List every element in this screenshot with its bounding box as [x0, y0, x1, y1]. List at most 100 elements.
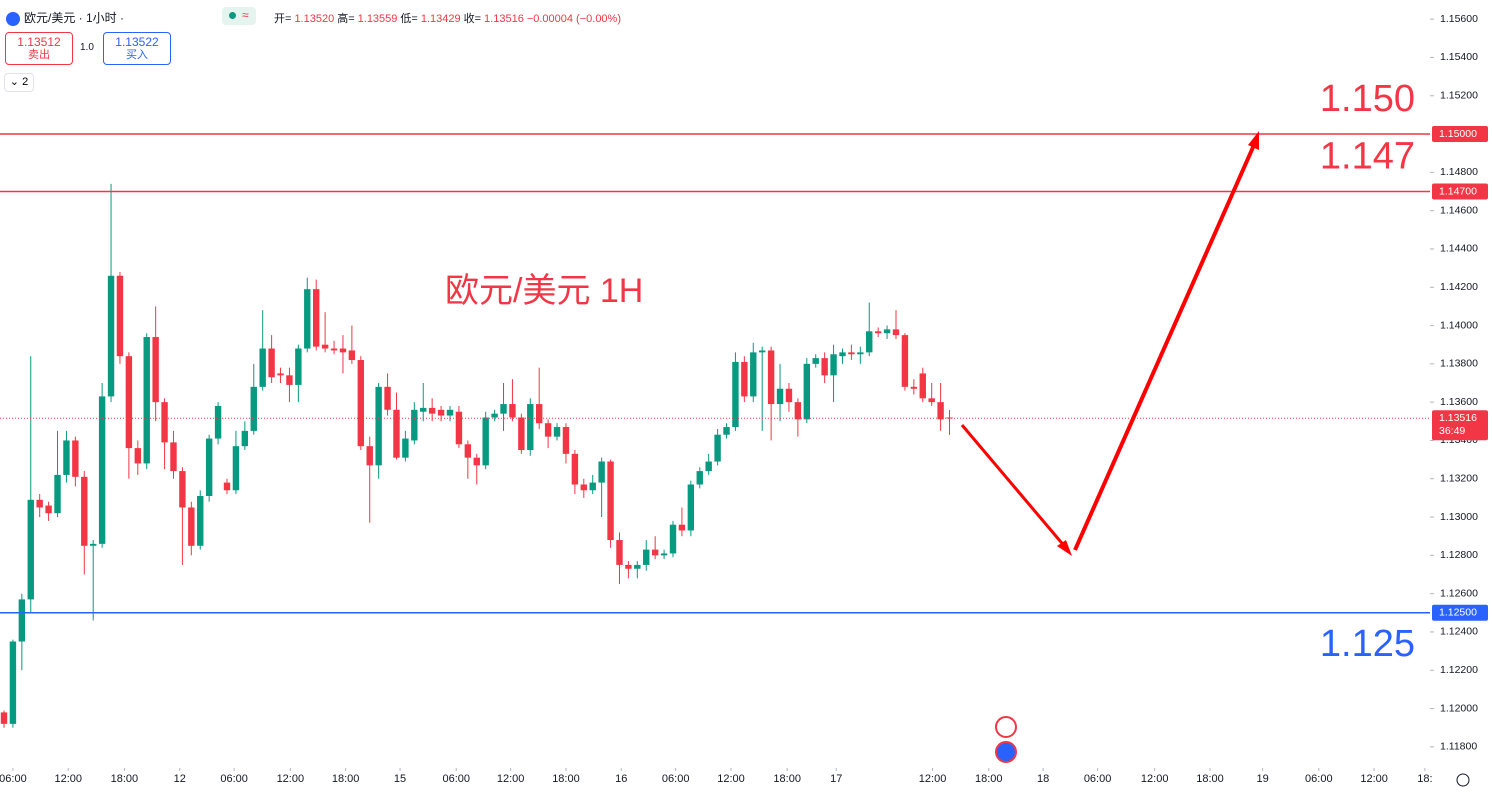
candle-body — [794, 402, 802, 420]
candle-body — [723, 427, 730, 435]
last-price-label: 1.13516 — [1439, 412, 1477, 424]
candle-body — [598, 461, 605, 483]
ohlc-label: 开= — [274, 13, 292, 25]
candle-body — [687, 484, 695, 531]
settings-icon[interactable] — [1456, 773, 1470, 787]
candle-body — [536, 404, 543, 424]
candle-body — [330, 348, 338, 351]
candle-body — [375, 386, 382, 466]
candle-body — [90, 543, 97, 546]
candle-body — [482, 417, 489, 466]
candle-body — [54, 474, 61, 514]
candle-body — [98, 396, 106, 544]
ohlc-label: 低= — [400, 13, 418, 25]
event-icon[interactable] — [995, 741, 1017, 763]
candle-body — [214, 405, 222, 439]
projection-arrow — [1073, 144, 1256, 551]
x-tick-label: 06:00 — [1084, 773, 1112, 785]
x-tick-label: 15 — [394, 773, 406, 785]
buy-button[interactable]: 1.13522 买入 — [103, 32, 171, 65]
y-tick-label: 1.13800 — [1440, 358, 1478, 370]
event-icon[interactable] — [995, 716, 1017, 738]
candle-body — [625, 564, 632, 569]
candle-body — [18, 599, 26, 642]
candle-body — [473, 457, 480, 466]
candle-body — [901, 335, 909, 387]
ohlc-value: 1.13559 — [357, 13, 398, 25]
candle-body — [9, 641, 17, 724]
candle-body — [125, 356, 133, 449]
arrow-head — [1248, 131, 1259, 150]
candle-body — [259, 348, 266, 387]
candle-body — [223, 482, 231, 491]
candle-body — [232, 446, 240, 491]
ohlc-value: 1.13429 — [420, 13, 461, 25]
candle-body — [866, 331, 873, 353]
axis-badge — [1432, 604, 1488, 621]
candle-body — [250, 386, 257, 431]
candle-body — [143, 337, 150, 464]
candle-body — [197, 495, 204, 546]
y-tick-label: 1.14200 — [1440, 281, 1478, 293]
candle-body — [776, 388, 784, 405]
candle-body — [660, 553, 668, 556]
candle-body — [669, 524, 677, 554]
symbol: 欧元/美元 · 1小时 · — [6, 9, 124, 26]
x-tick-label: 18:00 — [773, 773, 801, 785]
buy-price: 1.13522 — [115, 35, 159, 49]
candle-body — [643, 549, 650, 565]
candle-body — [152, 337, 159, 403]
candle-body — [571, 453, 579, 485]
y-tick-label: 1.12000 — [1440, 702, 1478, 714]
indicator-count: 2 — [22, 76, 29, 88]
candle-body — [116, 275, 124, 357]
x-tick-label: 12:00 — [717, 773, 745, 785]
y-tick-label: 1.14600 — [1440, 204, 1478, 216]
candle-body — [455, 411, 463, 445]
candle-body — [616, 540, 623, 565]
candle-body — [839, 352, 846, 357]
candle-body — [384, 386, 391, 410]
candle-body — [348, 350, 356, 361]
y-tick-label: 1.12800 — [1440, 549, 1478, 561]
axis-badge-label: 1.12500 — [1439, 607, 1477, 619]
x-tick-label: 18: — [1417, 773, 1432, 785]
countdown: 36:49 — [1439, 425, 1465, 437]
candle-body — [705, 461, 712, 472]
y-tick-label: 1.14400 — [1440, 243, 1478, 255]
candle-body — [81, 476, 88, 546]
x-tick-label: 17 — [830, 773, 842, 785]
candle-body — [678, 524, 686, 531]
y-tick-label: 1.13200 — [1440, 473, 1478, 485]
indicator-toggle[interactable]: ⌄ 2 — [4, 73, 34, 92]
x-tick-label: 16 — [615, 773, 627, 785]
candle-body — [446, 409, 454, 416]
sell-label: 卖出 — [28, 49, 50, 61]
candle-body — [321, 344, 329, 349]
candle-body — [268, 348, 275, 378]
candle-body — [464, 444, 472, 458]
x-tick-label: 18 — [1037, 773, 1049, 785]
sell-button[interactable]: 1.13512 卖出 — [5, 32, 73, 65]
candle-body — [634, 564, 641, 569]
x-tick-label: 06:00 — [220, 773, 248, 785]
candle-body — [509, 404, 516, 418]
x-tick-label: 12:00 — [277, 773, 305, 785]
candle-body — [393, 409, 400, 458]
candle-body — [812, 358, 819, 364]
candle-body — [892, 329, 900, 336]
x-tick-label: 12:00 — [497, 773, 525, 785]
candle-body — [161, 402, 168, 443]
candle-body — [874, 331, 882, 334]
x-tick-label: 12 — [174, 773, 186, 785]
axis-badge-label: 1.14700 — [1439, 185, 1477, 197]
ohlc-label: 高= — [337, 13, 355, 25]
x-tick-label: 12:00 — [1141, 773, 1169, 785]
candle-body — [72, 440, 79, 477]
candle-body — [500, 404, 507, 414]
y-tick-label: 1.12600 — [1440, 587, 1478, 599]
status-pill[interactable]: ≈ — [222, 7, 256, 25]
candle-body — [134, 448, 141, 464]
